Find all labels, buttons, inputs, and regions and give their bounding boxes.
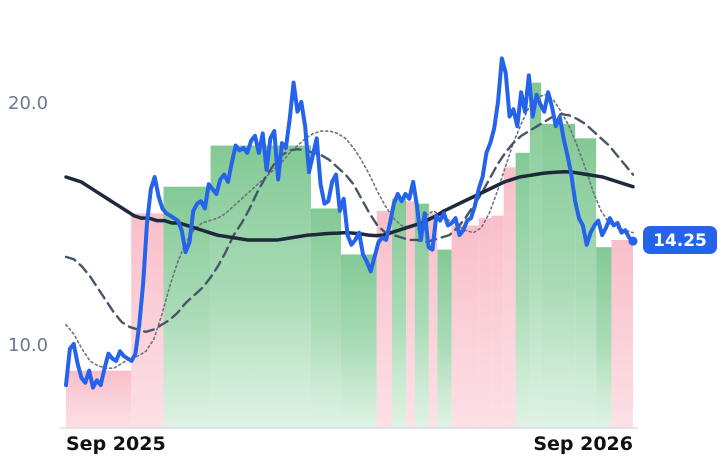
trend-region-up — [210, 145, 311, 428]
trend-region-up — [515, 152, 530, 428]
trend-region-down — [478, 218, 492, 428]
last-value-badge — [643, 226, 717, 254]
trend-region-up — [414, 203, 429, 428]
trend-region-up — [392, 198, 407, 428]
trend-region-up — [529, 82, 542, 428]
last-value-label: 14.25 — [653, 231, 707, 251]
trend-region-down — [451, 225, 479, 428]
series-line-ma-long — [64, 169, 635, 242]
trend-region-down — [491, 215, 504, 428]
series-line-ma-short — [65, 93, 634, 369]
trend-region-down — [66, 370, 132, 428]
trend-region-up — [341, 254, 377, 428]
trend-region-down — [503, 167, 516, 428]
trend-regions — [66, 82, 633, 429]
x-tick-label: Sep 2025 — [66, 433, 166, 455]
y-tick-label: 10.0 — [8, 335, 48, 356]
trend-region-down — [406, 201, 415, 428]
series-line-ma-mid — [64, 112, 635, 334]
last-value-dot[interactable] — [628, 236, 638, 246]
y-tick-label: 20.0 — [8, 93, 48, 114]
series-line-price — [64, 56, 635, 390]
trend-region-up — [575, 138, 597, 429]
trend-region-down — [131, 213, 164, 428]
trend-region-down — [611, 239, 633, 428]
trend-region-up — [437, 249, 452, 428]
series-lines — [64, 56, 635, 390]
trend-region-down — [376, 210, 393, 428]
trend-region-up — [310, 208, 341, 428]
x-tick-label: Sep 2026 — [533, 433, 633, 455]
trend-region-up — [596, 247, 612, 428]
trend-region-down — [428, 213, 438, 428]
